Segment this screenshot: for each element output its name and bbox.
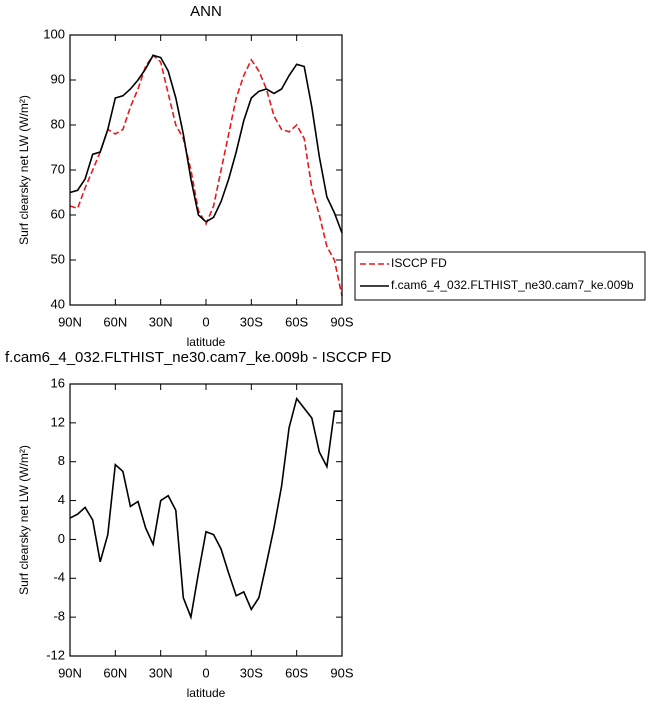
y-axis-label: Surf clearsky net LW (W/m²) [17,445,31,595]
x-tick-label: 90S [330,665,353,680]
x-tick-label: 30S [240,665,263,680]
data-line [69,54,343,234]
legend-box [354,251,646,301]
y-tick-label: 12 [51,414,65,429]
chart-title: ANN [190,3,222,20]
x-axis-label: latitude [187,335,226,349]
y-tick-label: 40 [51,296,65,311]
data-line [69,396,342,621]
y-axis-label: Surf clearsky net LW (W/m²) [17,95,31,245]
x-tick-label: 30S [240,314,263,329]
y-tick-label: 80 [51,116,65,131]
x-tick-label: 60S [285,314,308,329]
y-tick-label: 100 [43,26,65,41]
x-axis-label: latitude [187,686,226,700]
x-tick-label: 0 [202,665,209,680]
plot-frame [69,383,343,657]
y-tick-label: -12 [46,647,65,662]
y-tick-label: -8 [53,609,65,624]
chart-title: f.cam6_4_032.FLTHIST_ne30.cam7_ke.009b -… [5,349,391,366]
x-tick-label: 90S [330,314,353,329]
data-line [69,54,343,297]
y-tick-label: 70 [51,161,65,176]
x-tick-label: 90N [58,665,82,680]
legend-label: ISCCP FD [391,256,447,270]
y-tick-label: -4 [53,570,65,585]
plot-frame [69,34,343,306]
x-tick-label: 60S [285,665,308,680]
y-tick-label: 4 [58,492,65,507]
y-tick-label: 50 [51,251,65,266]
x-tick-label: 60N [103,665,127,680]
x-tick-label: 30N [149,314,173,329]
x-tick-label: 30N [149,665,173,680]
y-tick-label: 8 [58,453,65,468]
x-tick-label: 90N [58,314,82,329]
y-tick-label: 90 [51,71,65,86]
x-tick-label: 60N [103,314,127,329]
legend-label: f.cam6_4_032.FLTHIST_ne30.cam7_ke.009b [391,278,634,292]
y-tick-label: 60 [51,206,65,221]
y-tick-label: 16 [51,375,65,390]
y-tick-label: 0 [58,531,65,546]
x-tick-label: 0 [202,314,209,329]
